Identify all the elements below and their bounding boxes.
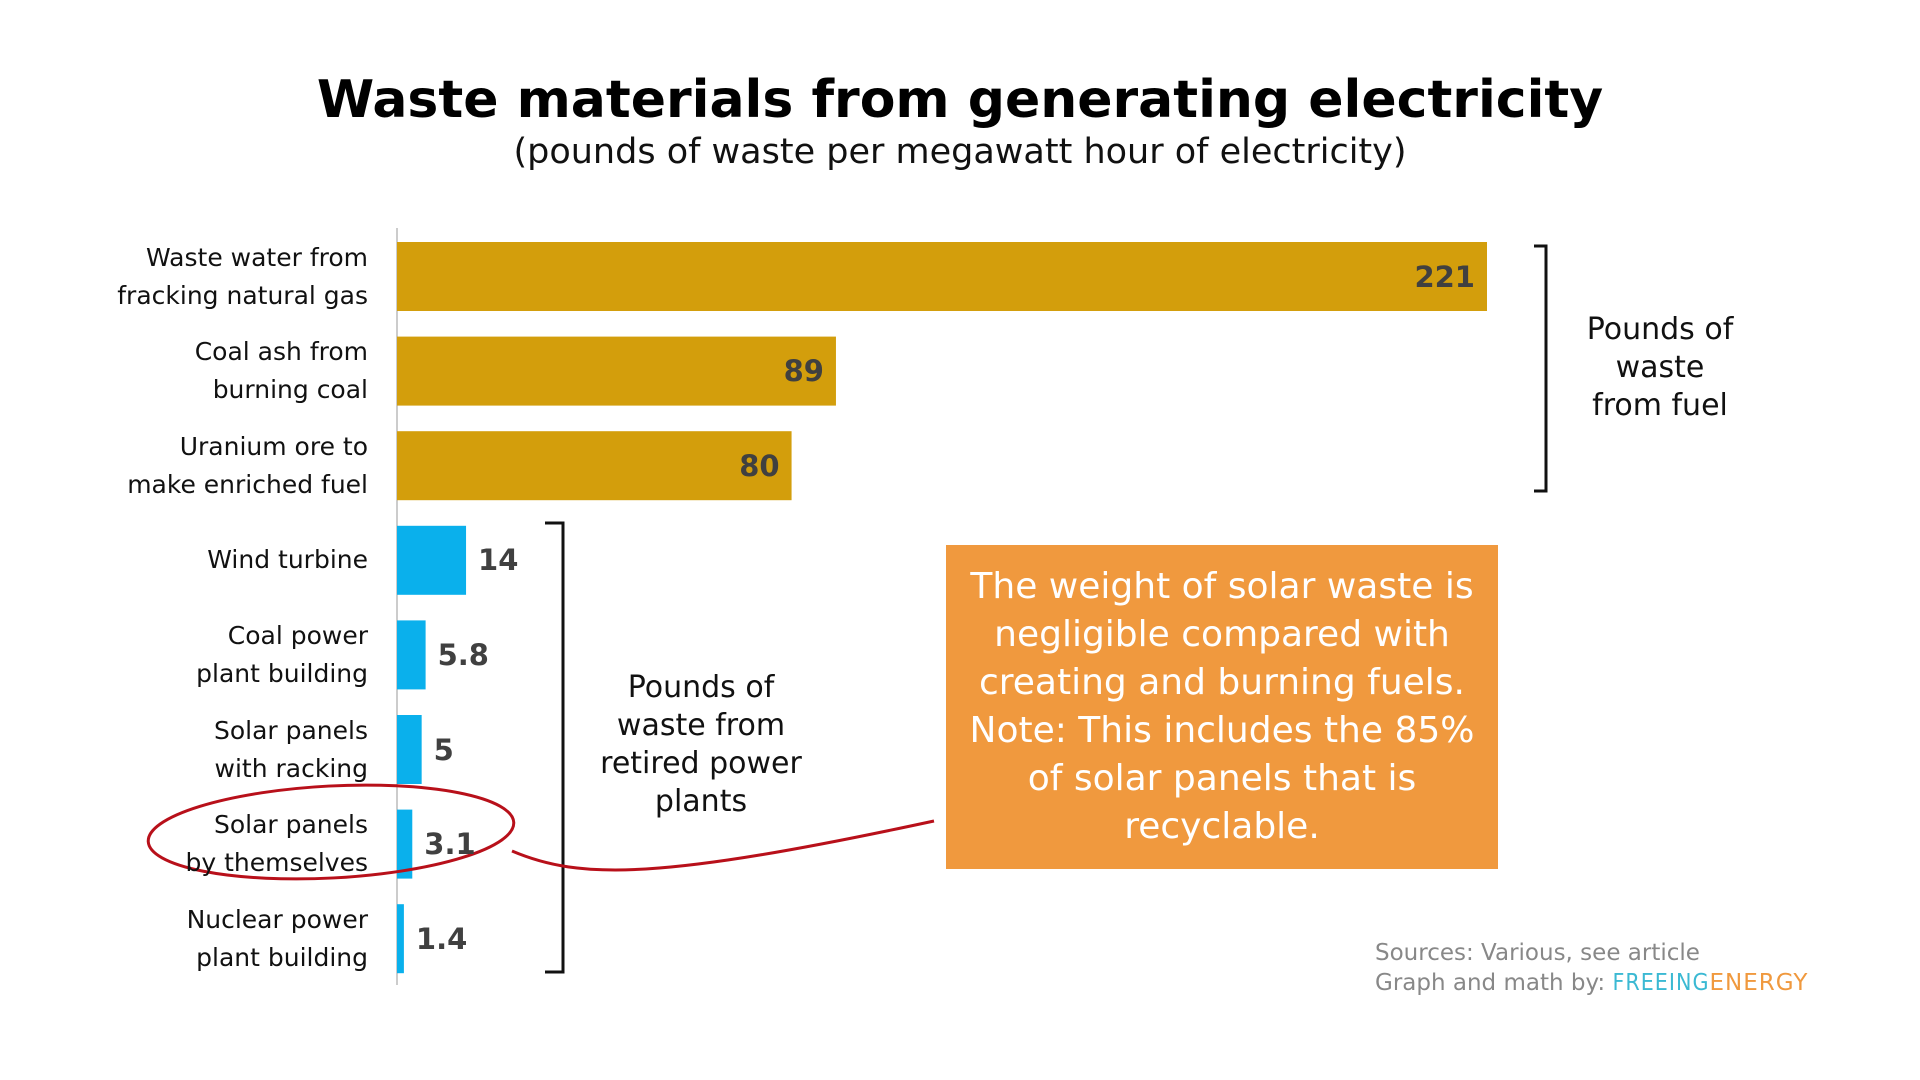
value-label: 5 bbox=[433, 732, 454, 767]
category-label: Coal ash from burning coal bbox=[194, 337, 368, 405]
brand: ENERGY bbox=[1709, 970, 1809, 996]
brand: FREEING bbox=[1612, 970, 1710, 996]
connector bbox=[511, 819, 935, 872]
bar bbox=[397, 336, 836, 406]
bar bbox=[397, 809, 413, 879]
chart-subtitle: (pounds of waste per megawatt hour of el… bbox=[513, 132, 1407, 172]
category-label: Wind turbine bbox=[207, 545, 368, 575]
callout-text: The weight of solar waste is negligible … bbox=[969, 566, 1475, 847]
bar bbox=[397, 904, 404, 974]
credit-text: Graph and math by: bbox=[1375, 970, 1606, 996]
highlight-ellipse bbox=[146, 783, 516, 881]
value-label: 80 bbox=[739, 448, 780, 483]
bar bbox=[397, 620, 426, 690]
value-label: 89 bbox=[783, 354, 824, 389]
category-label: Uranium ore to make enriched fuel bbox=[127, 431, 368, 499]
callout-box bbox=[946, 545, 1498, 869]
category-label: Coal power plant building bbox=[196, 620, 368, 688]
annotation: Pounds of waste from fuel bbox=[1586, 312, 1734, 423]
category-label: Solar panels by themselves bbox=[185, 810, 368, 878]
category-label: Waste water from fracking natural gas bbox=[117, 242, 368, 310]
category-label: Nuclear power plant building bbox=[186, 904, 368, 972]
bar bbox=[397, 431, 792, 501]
value-label: 5.8 bbox=[437, 637, 489, 672]
bracket bbox=[1534, 244, 1548, 493]
bar bbox=[397, 242, 1487, 311]
sources: Sources: Various, see article bbox=[1375, 940, 1700, 966]
bar bbox=[397, 715, 422, 784]
chart-title: Waste materials from generating electric… bbox=[316, 70, 1604, 130]
annotation: Pounds of waste from retired power plant… bbox=[600, 670, 802, 819]
value-label: 1.4 bbox=[415, 921, 468, 956]
bracket bbox=[545, 521, 565, 974]
category-label: Solar panels with racking bbox=[213, 715, 368, 783]
value-label: 14 bbox=[478, 543, 519, 578]
value-label: 221 bbox=[1414, 259, 1475, 294]
credit: Graph and math by: FREEINGENERGY bbox=[1375, 970, 1808, 996]
bar bbox=[397, 525, 467, 595]
value-label: 3.1 bbox=[424, 827, 476, 862]
